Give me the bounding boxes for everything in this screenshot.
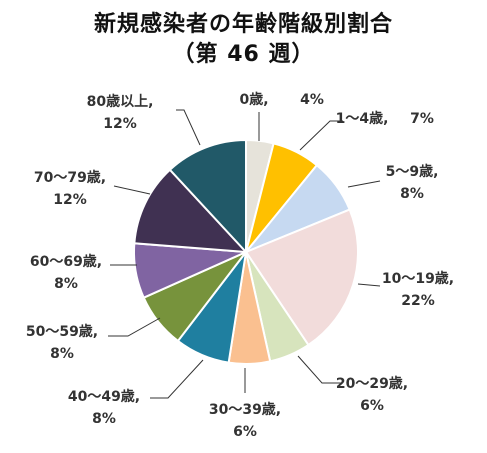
slice-percent-label: 8% [92,411,116,427]
slice-category-label: 50～59歳, [26,323,98,340]
slice-category-label: 20～29歳, [336,375,408,392]
slice-label: 5～9歳, 8% [386,163,439,202]
slice-percent-label: 22% [401,293,435,309]
slice-category-label: 40～49歳, [68,388,140,405]
leader-line [299,120,343,151]
slice-percent-label: 6% [233,424,257,440]
slice-category-label: 80歳以上, [87,93,154,110]
leader-line [357,283,381,287]
slice-percent-label: 7% [410,111,434,127]
slice-label: 60～69歳, 8% [30,253,102,292]
slice-label: 10～19歳, 22% [382,270,454,309]
slice-label: 80歳以上, 12% [87,93,154,132]
slice-label: 30～39歳, 6% [209,401,281,440]
leader-line [297,355,342,384]
slice-percent-label: 6% [360,398,384,414]
slice-percent-label: 12% [53,192,87,208]
leader-line [150,359,204,399]
pie-slice [168,138,247,255]
pie-slice [133,168,249,254]
slice-category-label: 1～4歳, [336,110,389,127]
slice-category-label: 0歳, [239,91,268,108]
slice-percent-label: 8% [400,186,424,202]
slice-category-label: 60～69歳, [30,253,102,270]
slice-percent-label: 12% [103,116,137,132]
chart-subtitle: （第 46 週） [172,42,315,67]
slice-label: 40～49歳, 8% [68,388,140,427]
leader-line [108,317,161,337]
slice-label: 0歳, 4% [239,91,323,108]
slice-category-label: 10～19歳, [382,270,454,287]
leader-line [113,185,151,195]
slice-label: 50～59歳, 8% [26,323,98,362]
slice-category-label: 70～79歳, [34,169,106,186]
leader-line [347,180,381,188]
pie-slice [244,208,359,347]
slice-label: 1～4歳, 7% [336,110,434,127]
leader-line [176,109,201,146]
slice-label: 70～79歳, 12% [34,169,106,208]
slice-category-label: 5～9歳, [386,163,439,180]
slice-percent-label: 4% [300,92,324,108]
slice-percent-label: 8% [50,346,74,362]
chart-title: 新規感染者の年齢階級別割合 [93,12,393,37]
slice-category-label: 30～39歳, [209,401,281,418]
slice-percent-label: 8% [54,276,78,292]
slice-label: 20～29歳, 6% [336,375,408,414]
